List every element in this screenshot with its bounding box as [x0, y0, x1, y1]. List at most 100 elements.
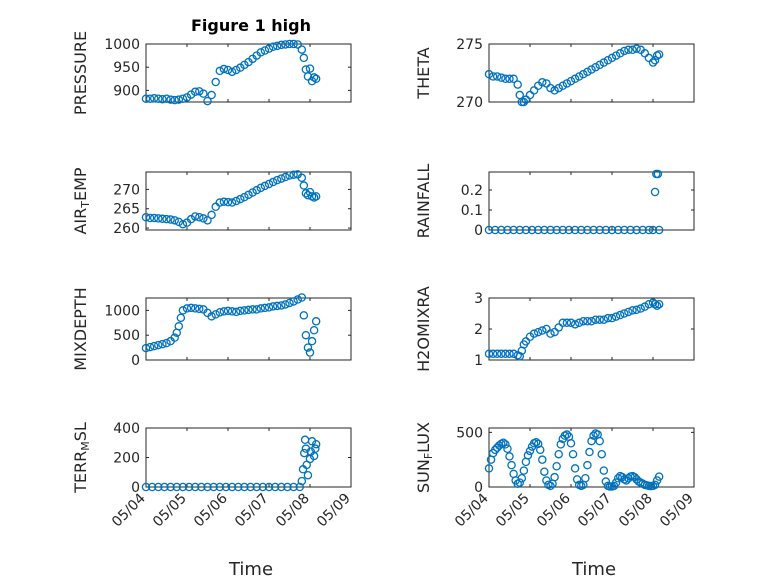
data-point — [221, 482, 231, 492]
data-point — [550, 86, 559, 95]
data-point — [523, 451, 533, 460]
data-point — [546, 225, 555, 235]
data-point — [293, 295, 302, 304]
data-point — [558, 225, 568, 235]
data-point — [562, 430, 572, 439]
data-point — [297, 173, 307, 183]
data-point — [492, 349, 502, 359]
y-tick-label: 1 — [474, 353, 483, 369]
y-axis-label: RAINFALL — [414, 164, 433, 239]
data-point — [505, 452, 514, 461]
data-point — [484, 349, 494, 359]
data-point — [289, 170, 298, 179]
axes-frame-h2omixra — [488, 297, 695, 361]
data-point — [219, 64, 229, 74]
data-point — [301, 330, 311, 340]
data-point — [252, 305, 261, 314]
data-point — [182, 304, 192, 313]
data-point — [231, 196, 241, 206]
data-point — [615, 310, 625, 320]
y-axis-label-part: LUX — [414, 422, 433, 453]
data-point — [231, 65, 241, 75]
data-point — [190, 304, 200, 313]
data-point — [640, 302, 650, 311]
data-point — [207, 90, 216, 100]
data-point — [579, 69, 588, 79]
data-point — [564, 225, 574, 235]
data-point — [197, 482, 206, 492]
y-tick-label: 3 — [474, 291, 483, 307]
y-axis-label-part: F — [422, 453, 435, 459]
data-point — [297, 476, 307, 486]
data-point — [587, 436, 596, 446]
data-point — [231, 307, 241, 317]
data-point — [303, 343, 313, 352]
data-point — [293, 40, 302, 49]
data-point — [149, 213, 159, 223]
data-point — [295, 482, 304, 492]
y-tick-label: 2 — [474, 322, 483, 338]
data-point — [613, 225, 623, 235]
data-point — [572, 475, 582, 484]
y-tick-label: 265 — [113, 202, 140, 218]
data-point — [546, 329, 555, 338]
data-point — [585, 447, 594, 457]
y-axis-label: H2OMIXRA — [414, 286, 433, 372]
data-point — [497, 225, 506, 235]
data-point — [299, 181, 309, 190]
data-point — [268, 302, 278, 311]
data-point — [654, 472, 664, 481]
y-axis-label-part: THETA — [414, 47, 433, 99]
data-point — [552, 225, 561, 235]
data-point — [515, 225, 525, 235]
data-point — [223, 65, 233, 75]
data-point — [170, 95, 179, 105]
data-point — [652, 301, 662, 310]
data-point — [574, 318, 584, 328]
data-point — [484, 69, 494, 79]
data-point — [289, 39, 298, 49]
data-point — [501, 74, 510, 84]
data-point — [303, 470, 313, 480]
data-point — [289, 482, 298, 492]
data-point — [281, 40, 290, 49]
data-point — [207, 312, 216, 321]
data-point — [554, 449, 563, 459]
data-point — [628, 45, 637, 55]
data-point — [256, 304, 266, 313]
data-point — [527, 225, 537, 235]
y-axis-label-part: T — [79, 201, 92, 209]
data-point — [256, 183, 266, 193]
data-point — [195, 212, 204, 222]
data-point — [248, 305, 257, 314]
data-point — [595, 436, 604, 446]
data-point — [184, 482, 194, 492]
data-point — [497, 73, 506, 82]
data-point — [595, 225, 604, 235]
data-point — [227, 482, 237, 492]
data-point — [215, 198, 225, 207]
data-point — [260, 303, 270, 313]
data-point — [589, 225, 598, 235]
data-point — [170, 216, 179, 225]
data-point — [281, 300, 290, 309]
data-point — [499, 438, 508, 447]
data-point — [546, 83, 555, 93]
data-point — [264, 303, 274, 312]
data-point — [595, 315, 604, 324]
subplot-mixdepth: 1000 500 0 MIXDEPTH — [71, 287, 352, 371]
data-point — [190, 482, 200, 492]
y-axis-label-part: AIR — [71, 208, 90, 235]
data-point — [246, 482, 255, 492]
data-point — [219, 197, 229, 207]
data-point — [154, 482, 163, 492]
data-point — [240, 482, 249, 492]
data-point — [624, 45, 633, 55]
data-point — [311, 192, 321, 201]
data-point — [650, 299, 660, 309]
data-point — [158, 214, 167, 224]
data-point — [178, 219, 188, 229]
data-point — [503, 225, 512, 235]
data-point — [599, 315, 609, 324]
data-point — [141, 212, 151, 222]
